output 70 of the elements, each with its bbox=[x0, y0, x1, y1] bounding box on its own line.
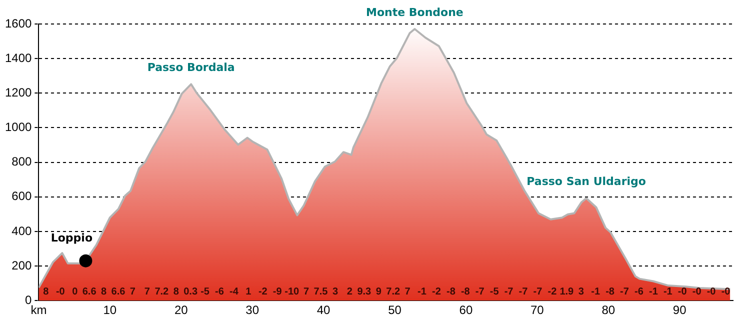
y-tick-label: 800 bbox=[12, 154, 32, 169]
annotation: -7 bbox=[620, 286, 630, 298]
y-tick-label: 1000 bbox=[4, 120, 32, 134]
annotation: -6 bbox=[215, 286, 224, 298]
annotation: -2 bbox=[548, 286, 558, 298]
annotation: 0.3 bbox=[184, 286, 198, 298]
y-tick-label: 1400 bbox=[4, 50, 32, 65]
annotation: 3 bbox=[578, 286, 584, 298]
annotation: 9 bbox=[376, 286, 382, 298]
annotation: 0 bbox=[72, 286, 78, 298]
annotation: 8 bbox=[101, 286, 108, 298]
annotation: 7.5 bbox=[314, 286, 328, 298]
y-tick-label: 400 bbox=[12, 224, 32, 238]
annotation: 7 bbox=[130, 286, 136, 298]
annotation: 9.3 bbox=[357, 286, 372, 298]
x-tick-label: 80 bbox=[602, 303, 616, 318]
annotation: 1.9 bbox=[560, 286, 574, 298]
annotation: -10 bbox=[284, 286, 300, 298]
annotation: -2 bbox=[258, 286, 268, 298]
x-tick-label: 70 bbox=[530, 303, 544, 318]
annotation: -7 bbox=[504, 286, 514, 298]
x-tick-label: 30 bbox=[246, 303, 260, 318]
x-tick-label: 90 bbox=[672, 303, 687, 318]
annotation: 3 bbox=[332, 286, 338, 298]
annotation: 1 bbox=[246, 286, 252, 298]
annotation: -7 bbox=[533, 286, 543, 298]
annotation: -8 bbox=[606, 286, 615, 298]
annotation: 7 bbox=[404, 286, 411, 298]
annotation: -2 bbox=[432, 286, 442, 298]
annotation: 7 bbox=[144, 286, 150, 298]
annotation: 7.2 bbox=[386, 286, 400, 298]
annotation: -1 bbox=[663, 286, 673, 298]
annotation: Passo San Uldarigo bbox=[526, 175, 646, 188]
annotation: Loppio bbox=[50, 232, 93, 245]
annotation: 2 bbox=[346, 286, 353, 298]
x-tick-label: 40 bbox=[316, 303, 331, 318]
annotation: -1 bbox=[591, 286, 600, 298]
x-tick-label: 60 bbox=[459, 303, 473, 318]
y-tick-label: 1600 bbox=[4, 16, 32, 30]
annotation: -0 bbox=[56, 286, 66, 298]
annotation: -0 bbox=[678, 286, 688, 298]
annotation: -0 bbox=[706, 286, 716, 298]
annotation: 6.6 bbox=[82, 286, 97, 298]
y-tick-label: 600 bbox=[12, 189, 32, 204]
y-tick-label: 200 bbox=[12, 258, 32, 272]
annotation: Passo Bordala bbox=[147, 61, 235, 74]
annotation: -8 bbox=[460, 286, 470, 298]
x-tick-label: 10 bbox=[103, 303, 117, 318]
annotation: -0 bbox=[692, 286, 702, 298]
annotation: -6 bbox=[634, 286, 644, 298]
x-tick-label: 20 bbox=[174, 303, 188, 318]
annotation: 6.6 bbox=[111, 286, 126, 298]
y-tick-label: 0 bbox=[25, 292, 32, 307]
annotation: -1 bbox=[418, 286, 427, 298]
annotation: -4 bbox=[230, 286, 239, 298]
annotation: 7 bbox=[304, 286, 310, 298]
annotation: -7 bbox=[475, 286, 485, 298]
annotation: -1 bbox=[648, 286, 658, 298]
annotation: Monte Bondone bbox=[366, 6, 464, 19]
annotation: -7 bbox=[518, 286, 528, 298]
annotation: 8 bbox=[173, 286, 180, 298]
annotation: -5 bbox=[490, 286, 500, 298]
annotation: 8 bbox=[43, 286, 50, 298]
annotation: 7.2 bbox=[154, 286, 170, 298]
x-tick-label: 50 bbox=[388, 303, 402, 318]
annotation: -5 bbox=[200, 286, 210, 298]
y-tick-label: 1200 bbox=[4, 85, 32, 100]
x-tick-label: km bbox=[30, 303, 47, 318]
annotation: -8 bbox=[446, 286, 456, 298]
annotation: -9 bbox=[272, 286, 282, 298]
